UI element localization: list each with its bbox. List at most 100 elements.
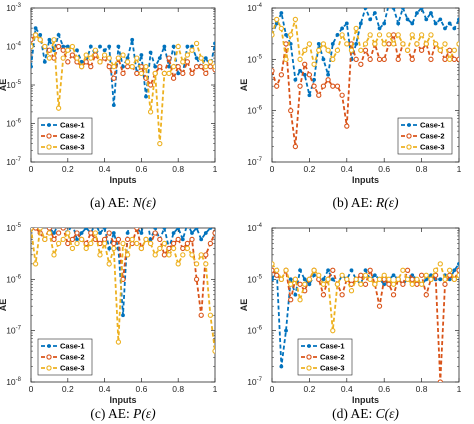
y-tick-exponent: -4 — [257, 3, 263, 9]
data-point-case-3 — [423, 41, 429, 47]
data-point-case-2 — [292, 143, 299, 150]
legend-marker — [307, 344, 311, 348]
data-point-case-3 — [432, 41, 439, 47]
data-point-case-3 — [184, 52, 191, 58]
data-point-case-2 — [198, 63, 204, 70]
data-point-case-1 — [330, 41, 335, 46]
data-point-case-3 — [409, 32, 415, 38]
data-point-case-2 — [311, 83, 317, 89]
y-tick-exponent: -6 — [16, 119, 22, 125]
y-axis-label: AE — [0, 79, 8, 92]
data-point-case-2 — [386, 41, 392, 47]
data-point-case-3 — [161, 240, 168, 247]
data-point-case-2 — [404, 267, 411, 273]
x-tick-label: 0.8 — [172, 384, 184, 394]
data-point-case-2 — [409, 276, 415, 282]
legend-marker — [46, 144, 52, 150]
data-point-case-3 — [207, 59, 214, 65]
data-point-case-3 — [180, 59, 186, 65]
data-point-case-2 — [320, 83, 327, 89]
data-point-case-3 — [42, 43, 48, 50]
x-tick-label: 0.4 — [341, 164, 353, 174]
x-tick-label: 0.2 — [303, 384, 315, 394]
data-point-case-3 — [428, 276, 434, 282]
y-tick-label: 10-5 — [6, 223, 21, 233]
data-point-case-3 — [283, 267, 289, 273]
x-axis-label: Inputs — [352, 395, 379, 405]
data-point-case-3 — [78, 63, 85, 70]
data-point-case-3 — [292, 276, 299, 282]
data-point-case-3 — [143, 236, 149, 243]
data-point-case-2 — [274, 272, 280, 278]
data-point-case-1 — [144, 94, 148, 99]
data-point-case-1 — [125, 56, 130, 60]
data-point-case-3 — [381, 272, 387, 278]
data-point-case-1 — [34, 222, 38, 226]
data-point-case-1 — [199, 237, 204, 242]
data-point-case-3 — [88, 240, 94, 247]
data-point-case-3 — [193, 40, 200, 47]
data-point-case-2 — [320, 292, 327, 298]
data-point-case-3 — [46, 55, 53, 61]
data-point-case-3 — [106, 261, 112, 267]
data-point-case-1 — [186, 222, 190, 226]
data-point-case-2 — [51, 236, 57, 243]
panel-caption: (d) AE: C(ε) — [332, 406, 399, 421]
data-point-case-3 — [212, 63, 215, 70]
data-point-case-2 — [358, 61, 364, 67]
data-point-case-3 — [404, 47, 411, 53]
x-axis-label: Inputs — [110, 175, 137, 185]
data-point-case-3 — [278, 25, 284, 32]
data-point-case-2 — [207, 240, 214, 247]
data-point-case-3 — [400, 41, 406, 47]
data-point-case-1 — [180, 237, 185, 242]
y-tick-exponent: -8 — [16, 377, 22, 383]
data-point-case-3 — [134, 240, 140, 247]
data-point-case-1 — [372, 273, 377, 278]
data-point-case-3 — [143, 63, 149, 70]
data-point-case-1 — [401, 8, 405, 10]
data-point-case-3 — [283, 56, 289, 62]
x-tick-label: 0 — [270, 164, 275, 174]
y-tick-label: 10-7 — [247, 377, 262, 387]
caption-prefix: (c) AE: — [90, 406, 133, 421]
data-point-case-1 — [272, 277, 274, 282]
data-point-case-1 — [43, 222, 47, 226]
data-point-case-2 — [362, 47, 369, 53]
data-point-case-1 — [344, 21, 349, 26]
data-point-case-3 — [432, 267, 439, 273]
data-point-case-3 — [97, 252, 103, 258]
legend-label: Case-2 — [60, 353, 85, 362]
data-point-case-2 — [88, 63, 94, 70]
chart-panel-1: 10-7 10-6 10-5 10-4 10-3 0 0.2 0.4 0.6 0.8 1 Inputs… — [0, 3, 218, 210]
data-point-case-3 — [372, 281, 378, 287]
legend-marker — [406, 144, 412, 150]
data-point-case-3 — [161, 70, 168, 77]
data-point-case-3 — [129, 236, 135, 243]
data-point-case-2 — [414, 281, 420, 287]
y-tick-exponent: -6 — [16, 274, 22, 280]
data-point-case-1 — [274, 21, 279, 26]
data-point-case-2 — [147, 82, 154, 88]
data-point-case-3 — [152, 70, 158, 77]
data-point-case-2 — [409, 56, 415, 62]
y-tick-label: 10-4 — [247, 223, 262, 233]
data-point-case-1 — [410, 21, 415, 26]
data-point-case-3 — [106, 55, 112, 61]
data-point-case-3 — [124, 252, 131, 258]
x-tick-label: 0.8 — [416, 164, 428, 174]
data-point-case-1 — [121, 313, 125, 318]
data-point-case-1 — [396, 21, 401, 26]
data-point-case-3 — [400, 267, 406, 273]
data-point-case-3 — [339, 272, 345, 278]
data-point-case-1 — [419, 8, 424, 10]
data-point-case-3 — [272, 32, 275, 38]
caption-prefix: (a) AE: — [90, 195, 133, 210]
data-point-case-3 — [78, 236, 85, 243]
data-point-case-3 — [138, 245, 145, 252]
data-point-case-3 — [367, 32, 373, 38]
series-layer — [31, 222, 215, 354]
data-point-case-1 — [107, 246, 112, 251]
data-point-case-1 — [162, 228, 167, 230]
data-point-case-2 — [288, 297, 294, 303]
